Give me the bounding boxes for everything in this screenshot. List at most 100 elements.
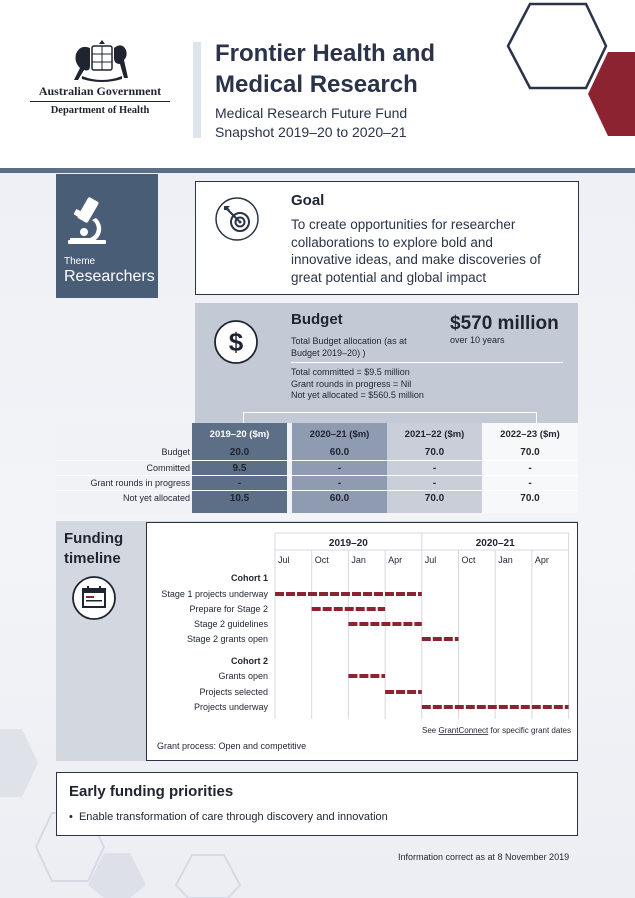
- calendar-icon: [72, 576, 116, 620]
- budget-row-divider: [56, 490, 578, 491]
- timeline-task-label: Stage 2 guidelines: [194, 619, 269, 629]
- budget-panel: $ Budget Total Budget allocation (as at …: [195, 303, 578, 425]
- svg-text:$: $: [229, 327, 244, 357]
- timeline-task-label: Prepare for Stage 2: [189, 604, 268, 614]
- budget-cell: 10.5: [229, 493, 250, 504]
- timeline-task-label: Projects selected: [199, 687, 268, 697]
- header-rule: [0, 168, 635, 173]
- goal-title: Goal: [291, 192, 325, 209]
- budget-line-in-progress: Grant rounds in progress = Nil: [291, 378, 412, 389]
- budget-table: Budget Committed Grant rounds in progress N…: [56, 423, 578, 513]
- timeline-month: Oct: [315, 555, 330, 565]
- timeline-note-prefix: See: [422, 726, 438, 735]
- title-line2: Medical Research: [215, 71, 418, 98]
- timeline-svg: 2019–20 2020–21 Jul Oct Jan Apr Jul Oct Jan Apr Co…: [157, 532, 571, 751]
- budget-row-label: Not yet allocated: [122, 493, 190, 503]
- gov-line1: Australian Government: [30, 84, 170, 102]
- budget-cell: -: [528, 478, 532, 489]
- title-accent-bar: [193, 42, 201, 138]
- budget-cell: -: [337, 463, 342, 474]
- timeline-note-suffix: for specific grant dates: [488, 726, 571, 735]
- theme-label: Theme: [64, 256, 96, 267]
- grant-process-text: Grant process: Open and competitive: [157, 741, 306, 751]
- budget-summary: Total committed = $9.5 million Grant rou…: [291, 367, 424, 402]
- timeline-month: Jan: [498, 555, 513, 565]
- budget-cell: -: [237, 478, 242, 489]
- timeline-year: 2020–21: [476, 538, 515, 549]
- budget-column: 2020–21 ($m) 60.0 - - 60.0: [292, 423, 387, 513]
- coat-of-arms-logo: [74, 40, 128, 82]
- early-funding-title: Early funding priorities: [69, 783, 234, 800]
- budget-cell: -: [337, 478, 342, 489]
- budget-cell: 70.0: [520, 493, 540, 504]
- timeline-title-line1: Funding: [64, 530, 124, 547]
- budget-period: over 10 years: [450, 335, 505, 345]
- page-subtitle: Medical Research Future Fund Snapshot 20…: [215, 104, 407, 142]
- budget-divider: [291, 362, 563, 363]
- timeline-month: Jan: [351, 555, 366, 565]
- hexagon-background-decoration: [0, 729, 242, 898]
- budget-row-label: Grant rounds in progress: [90, 478, 190, 488]
- budget-row-label: Budget: [161, 447, 190, 457]
- timeline-month: Apr: [535, 555, 549, 565]
- budget-column-header: 2022–23 ($m): [500, 429, 560, 440]
- timeline-month: Oct: [462, 555, 477, 565]
- early-funding-panel: Early funding priorities • Enable transf…: [56, 772, 578, 836]
- timeline-cohort-label: Cohort 1: [231, 573, 268, 583]
- budget-column-header: 2020–21 ($m): [309, 429, 370, 440]
- budget-line-committed: Total committed = $9.5 million: [291, 367, 410, 377]
- timeline-year: 2019–20: [329, 538, 368, 549]
- title-line1: Frontier Health and: [215, 40, 436, 67]
- budget-amount: $570 million: [450, 313, 559, 334]
- theme-panel: Theme Researchers: [56, 174, 158, 298]
- budget-cell: 70.0: [424, 447, 445, 458]
- bullet-icon: •: [69, 811, 79, 823]
- budget-row-divider: [56, 460, 578, 461]
- gov-line2: Department of Health: [50, 105, 150, 116]
- budget-cell: 20.0: [229, 447, 250, 458]
- grantconnect-link[interactable]: GrantConnect: [438, 726, 489, 735]
- timeline-task-label: Projects underway: [194, 702, 269, 712]
- header: Australian Government Department of Heal…: [0, 0, 635, 170]
- footer-note: Information correct as at 8 November 201…: [398, 852, 570, 862]
- budget-cell: 9.5: [232, 463, 247, 474]
- budget-column: 2021–22 ($m) 70.0 - - 70.0: [387, 423, 482, 513]
- timeline-month: Jul: [278, 555, 290, 565]
- timeline-cohort-label: Cohort 2: [231, 656, 268, 666]
- budget-row-divider: [56, 475, 578, 476]
- timeline-task-label: Grants open: [218, 671, 268, 681]
- early-funding-item-text: Enable transformation of care through di…: [78, 811, 388, 823]
- budget-cell: 70.0: [424, 493, 445, 504]
- hexagon-decoration: [506, 2, 635, 136]
- subtitle-line2: Snapshot 2019–20 to 2020–21: [215, 124, 407, 140]
- timeline-month: Apr: [388, 555, 402, 565]
- budget-column-header: 2019–20 ($m): [209, 429, 270, 440]
- budget-column: 2019–20 ($m) 20.0 9.5 - 10.5: [192, 423, 287, 513]
- timeline-title: Funding timeline: [64, 529, 144, 569]
- theme-value: Researchers: [64, 268, 155, 285]
- budget-cell: -: [528, 463, 532, 474]
- table-connector: [243, 412, 537, 424]
- budget-cell: 60.0: [329, 493, 350, 504]
- timeline-title-line2: timeline: [64, 550, 121, 567]
- subtitle-line1: Medical Research Future Fund: [215, 105, 408, 121]
- budget-cell: -: [432, 478, 437, 489]
- budget-line-unallocated: Not yet allocated = $560.5 million: [291, 390, 424, 400]
- microscope-icon: [68, 197, 106, 244]
- government-wordmark: Australian Government Department of Heal…: [30, 84, 170, 116]
- budget-column-header: 2021–22 ($m): [404, 429, 465, 440]
- goal-text: To create opportunities for researcher c…: [291, 217, 541, 285]
- goal-panel: Goal To create opportunities for researc…: [195, 181, 579, 295]
- target-icon: [215, 197, 259, 241]
- budget-title: Budget: [291, 311, 343, 328]
- dollar-icon: $: [214, 320, 258, 364]
- timeline-month: Jul: [425, 555, 437, 565]
- timeline-note: See GrantConnect for specific grant date…: [422, 726, 571, 735]
- budget-row-label: Committed: [146, 463, 190, 473]
- timeline-task-label: Stage 2 grants open: [187, 634, 268, 644]
- page-title: Frontier Health and Medical Research: [215, 38, 475, 100]
- timeline-task-label: Stage 1 projects underway: [161, 589, 268, 599]
- budget-column: 2022–23 ($m) 70.0 - - 70.0: [482, 423, 578, 513]
- timeline-chart: 2019–20 2020–21 Jul Oct Jan Apr Jul Oct Jan Apr Co…: [146, 522, 578, 761]
- budget-cell: -: [432, 463, 437, 474]
